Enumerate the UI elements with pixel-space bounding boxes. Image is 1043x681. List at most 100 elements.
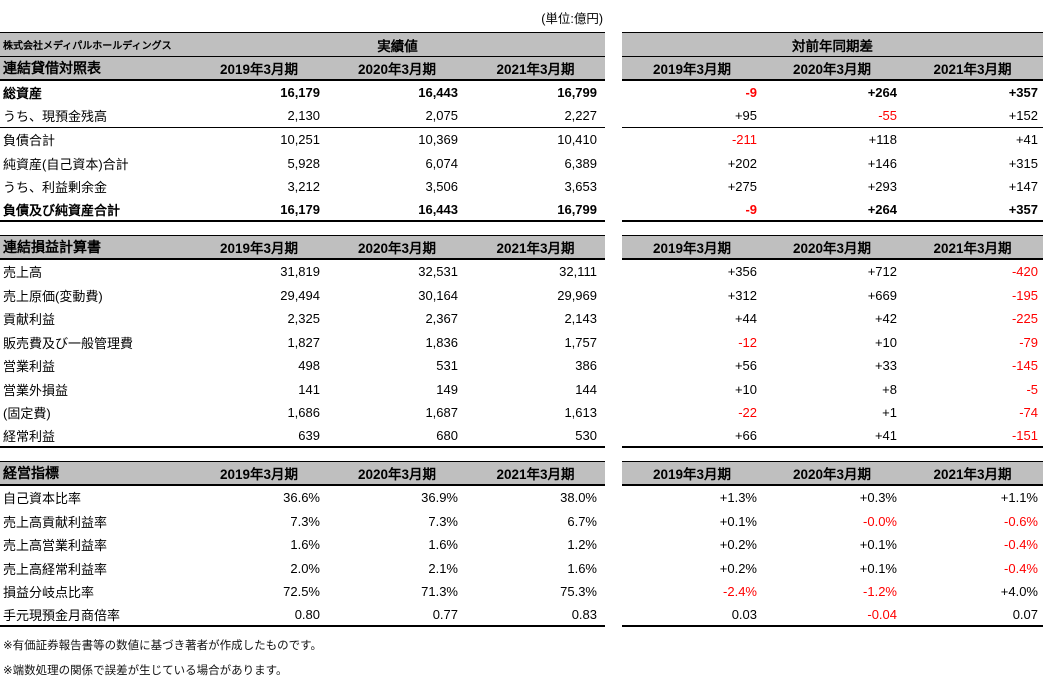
- table-row: 貢献利益 2,325 2,367 2,143: [0, 307, 605, 331]
- row-label: 販売費及び一般管理費: [3, 335, 134, 351]
- diff-value: -0.4%: [1004, 537, 1038, 553]
- diff-value: -211: [731, 132, 757, 148]
- diff-value: -55: [878, 108, 897, 124]
- actual-value: 2,325: [287, 311, 320, 327]
- actual-value: 75.3%: [560, 584, 597, 600]
- actual-value: 1.6%: [428, 537, 458, 553]
- diff-value: -420: [1011, 264, 1038, 280]
- diff-value: +10: [734, 381, 757, 397]
- diff-value: +357: [1008, 85, 1038, 101]
- diff-value: +357: [1008, 201, 1038, 217]
- diff-value: +8: [882, 381, 897, 397]
- actual-value: 149: [436, 381, 458, 397]
- actual-value: 2.1%: [428, 560, 458, 576]
- row-label: 手元現預金月商倍率: [3, 607, 121, 623]
- actual-value: 1,836: [425, 334, 458, 350]
- section-header-row: 2019年3月期 2020年3月期 2021年3月期: [622, 461, 1043, 486]
- diff-value: -2.4%: [723, 584, 757, 600]
- section-0-diffs: 2019年3月期 2020年3月期 2021年3月期 -9 +264 +357 +95 -55…: [622, 56, 1043, 222]
- actual-value: 2,143: [564, 311, 597, 327]
- table-row: -211 +118 +41: [622, 128, 1043, 152]
- diff-value: +146: [867, 155, 897, 171]
- actual-value: 2,075: [425, 108, 458, 124]
- table-row: +44 +42 -225: [622, 307, 1043, 331]
- year-header: 2020年3月期: [357, 241, 437, 256]
- diff-value: +41: [1015, 132, 1038, 148]
- table-row: 純資産(自己資本)合計 5,928 6,074 6,389: [0, 152, 605, 176]
- diff-value: +147: [1008, 179, 1038, 195]
- actual-value: 141: [298, 381, 320, 397]
- actual-value: 71.3%: [421, 584, 458, 600]
- diff-value: +0.1%: [859, 537, 897, 553]
- actual-value: 1,687: [425, 405, 458, 421]
- actual-value: 1,827: [287, 334, 320, 350]
- table-row: -22 +1 -74: [622, 401, 1043, 425]
- row-label: 総資産: [3, 86, 43, 102]
- row-label: 負債合計: [3, 133, 56, 149]
- year-header: 2019年3月期: [652, 62, 732, 77]
- diff-value: +44: [734, 311, 757, 327]
- actual-value: 16,443: [418, 201, 458, 217]
- table-row: +95 -55 +152: [622, 105, 1043, 128]
- company-name: 株式会社メディパルホールディングス: [3, 41, 172, 52]
- table-row: 営業利益 498 531 386: [0, 354, 605, 378]
- diff-value: +0.2%: [719, 537, 757, 553]
- diff-value: -195: [1011, 287, 1038, 303]
- actual-value: 386: [575, 358, 597, 374]
- row-label: 売上高貢献利益率: [3, 514, 108, 530]
- section-header-row: 経営指標 2019年3月期 2020年3月期 2021年3月期: [0, 461, 605, 486]
- diff-value: +202: [727, 155, 757, 171]
- table-row: +66 +41 -151: [622, 425, 1043, 448]
- actual-value: 2,367: [425, 311, 458, 327]
- row-label: うち、利益剰余金: [3, 180, 108, 196]
- actual-value: 36.9%: [421, 490, 458, 506]
- diff-value: +0.3%: [859, 490, 897, 506]
- diff-value: -0.4%: [1004, 560, 1038, 576]
- actual-value: 1,686: [287, 405, 320, 421]
- table-row: +356 +712 -420: [622, 260, 1043, 284]
- diff-value: +264: [867, 85, 897, 101]
- diff-value: +1.1%: [1000, 490, 1038, 506]
- section-header-row: 2019年3月期 2020年3月期 2021年3月期: [622, 235, 1043, 260]
- year-header: 2020年3月期: [357, 62, 437, 77]
- diff-value: +33: [874, 358, 897, 374]
- year-header: 2019年3月期: [219, 467, 299, 482]
- table-row: +275 +293 +147: [622, 175, 1043, 199]
- diff-header-row: 対前年同期差: [622, 32, 1043, 56]
- table-row: (固定費) 1,686 1,687 1,613: [0, 401, 605, 425]
- diff-value: +56: [734, 358, 757, 374]
- diff-value: -225: [1011, 311, 1038, 327]
- actual-value: 16,799: [557, 85, 597, 101]
- table-row: +56 +33 -145: [622, 354, 1043, 378]
- year-header: 2021年3月期: [933, 62, 1012, 77]
- diff-value: +10: [874, 334, 897, 350]
- actual-value: 1,757: [564, 334, 597, 350]
- table-row: 売上高 31,819 32,531 32,111: [0, 260, 605, 284]
- row-label: 売上高営業利益率: [3, 538, 108, 554]
- diff-value: +712: [867, 264, 897, 280]
- table-row: +1.3% +0.3% +1.1%: [622, 486, 1043, 510]
- actual-value: 5,928: [287, 155, 320, 171]
- actual-value: 2,227: [564, 108, 597, 124]
- diff-value: 0.03: [731, 606, 757, 622]
- diff-value: -9: [745, 85, 757, 101]
- table-row: +0.2% +0.1% -0.4%: [622, 533, 1043, 557]
- diff-value: +118: [868, 132, 897, 148]
- diff-value: +0.2%: [719, 560, 757, 576]
- diff-value: +356: [727, 264, 757, 280]
- diff-value: -151: [1011, 427, 1038, 443]
- actual-value: 639: [298, 427, 320, 443]
- row-label: うち、現預金残高: [3, 109, 108, 125]
- actual-value: 531: [436, 358, 458, 374]
- actual-value: 16,443: [418, 85, 458, 101]
- year-header: 2021年3月期: [933, 241, 1012, 256]
- row-label: 経常利益: [3, 428, 56, 444]
- diff-value: -5: [1026, 381, 1038, 397]
- table-row: 売上高貢献利益率 7.3% 7.3% 6.7%: [0, 510, 605, 534]
- year-header: 2019年3月期: [652, 241, 732, 256]
- actual-value: 530: [575, 427, 597, 443]
- actuals-table: 株式会社メディパルホールディングス 実績値 連結貸借対照表 2019年3月期 202…: [0, 32, 605, 627]
- diff-value: +264: [867, 201, 897, 217]
- table-row: -12 +10 -79: [622, 331, 1043, 355]
